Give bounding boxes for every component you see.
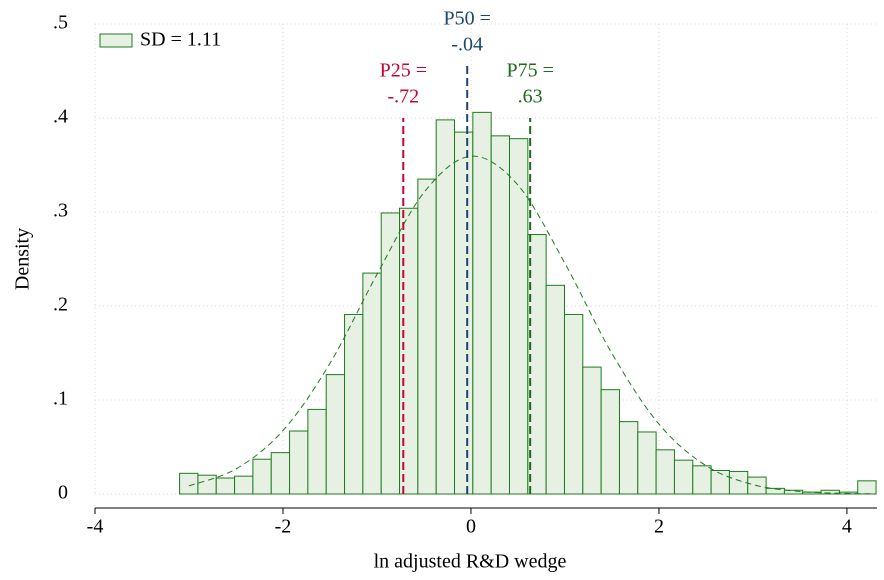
bar bbox=[618, 421, 639, 495]
y-tick-label: 0 bbox=[58, 482, 68, 504]
y-tick-label: .3 bbox=[53, 200, 68, 222]
bar bbox=[783, 489, 804, 495]
x-tick-label: 4 bbox=[842, 516, 852, 538]
y-tick-label: .2 bbox=[53, 294, 68, 316]
bar bbox=[234, 475, 254, 495]
y-tick-label: .5 bbox=[53, 12, 68, 34]
bar bbox=[454, 131, 474, 495]
bar bbox=[728, 470, 749, 495]
bar bbox=[325, 374, 346, 495]
x-axis-label: ln adjusted R&D wedge bbox=[374, 551, 567, 573]
bar bbox=[563, 313, 584, 495]
x-tick-label: 2 bbox=[654, 516, 664, 538]
bar bbox=[417, 178, 437, 495]
y-axis-label: Density bbox=[12, 228, 34, 290]
legend-label: SD = 1.11 bbox=[140, 29, 221, 51]
bar bbox=[380, 212, 401, 495]
bar bbox=[307, 408, 327, 495]
bar bbox=[252, 458, 272, 495]
bar bbox=[600, 389, 620, 495]
x-tick-label: 0 bbox=[466, 516, 476, 538]
bar bbox=[344, 313, 364, 495]
bar bbox=[270, 452, 291, 495]
bar bbox=[362, 272, 382, 495]
bar bbox=[710, 470, 730, 495]
reference-label: P25 = bbox=[380, 60, 427, 82]
bar bbox=[179, 472, 199, 495]
x-tick-label: -2 bbox=[275, 516, 292, 538]
reference-label: P50 = bbox=[443, 8, 490, 30]
bar bbox=[215, 477, 236, 495]
bar bbox=[637, 431, 657, 495]
bar bbox=[289, 430, 309, 495]
bar bbox=[655, 449, 675, 495]
reference-label: .63 bbox=[518, 86, 543, 108]
bar bbox=[857, 480, 877, 495]
bar bbox=[508, 138, 529, 495]
bar bbox=[490, 135, 510, 495]
bar bbox=[399, 207, 419, 495]
y-tick-label: .1 bbox=[53, 388, 68, 410]
bar bbox=[545, 284, 565, 495]
bar bbox=[673, 459, 694, 495]
legend-swatch bbox=[99, 33, 133, 48]
reference-label: -.04 bbox=[451, 34, 483, 56]
bar bbox=[472, 111, 492, 495]
x-tick-label: -4 bbox=[87, 516, 104, 538]
reference-label: -.72 bbox=[387, 86, 419, 108]
density-curve bbox=[188, 155, 876, 495]
bar bbox=[582, 366, 602, 495]
reference-label: P75 = bbox=[506, 60, 553, 82]
bar bbox=[692, 465, 712, 495]
y-tick-label: .4 bbox=[53, 106, 68, 128]
